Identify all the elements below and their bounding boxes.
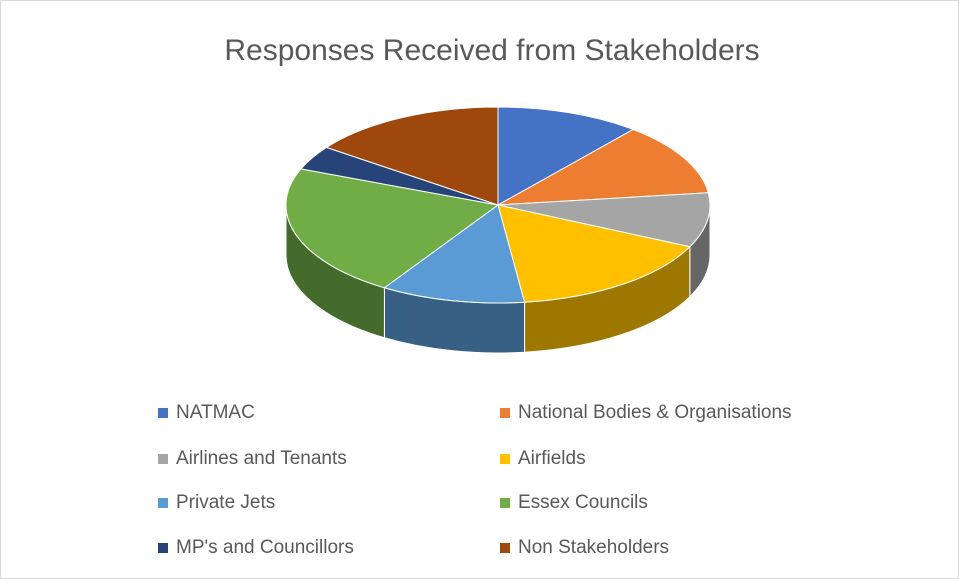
legend-marker (158, 498, 168, 508)
slice (497, 128, 709, 206)
chart-title: Responses Received from Stakeholders (224, 34, 759, 67)
slice (285, 168, 500, 289)
legend-marker (158, 543, 168, 553)
legend-label: Non Stakeholders (518, 537, 669, 558)
legend-label: National Bodies & Organisations (518, 402, 792, 423)
legend-label: Essex Councils (518, 492, 648, 513)
slice (325, 106, 499, 206)
legend-label: NATMAC (176, 402, 255, 423)
slice (497, 192, 711, 248)
legend-label: MP's and Councillors (176, 537, 354, 558)
slice (497, 204, 691, 303)
slice (383, 204, 526, 304)
legend-marker (158, 408, 168, 418)
legend-marker (500, 543, 510, 553)
legend-label: Airlines and Tenants (176, 448, 347, 469)
legend-marker (500, 408, 510, 418)
legend-marker (500, 454, 510, 464)
legend-label: Airfields (518, 448, 586, 469)
legend-label: Private Jets (176, 492, 275, 513)
legend-marker (500, 498, 510, 508)
slice (497, 106, 635, 206)
legend-marker (158, 454, 168, 464)
